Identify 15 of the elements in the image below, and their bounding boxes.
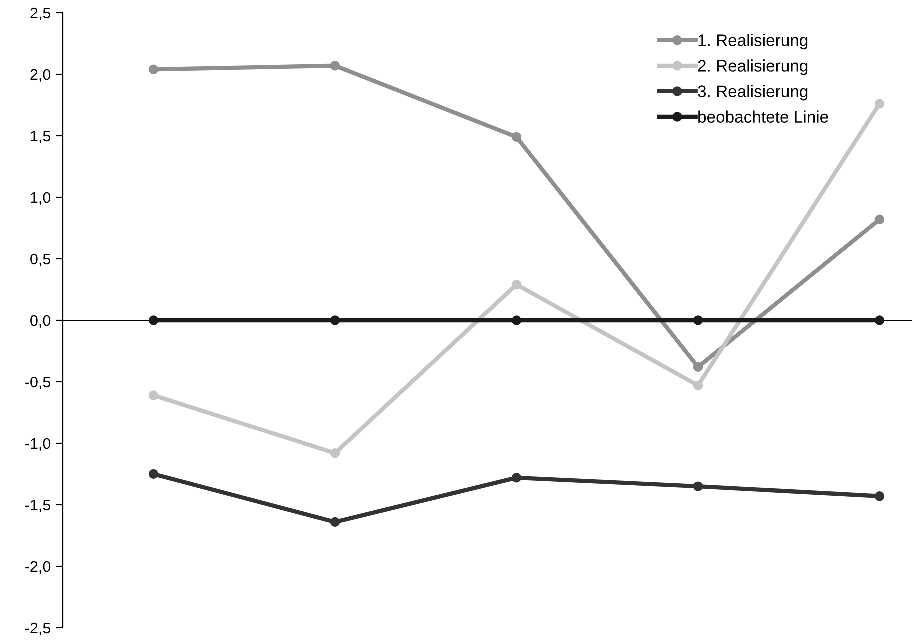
- y-tick-label: -2,5: [26, 622, 51, 636]
- legend-label: beobachtete Linie: [698, 110, 828, 123]
- y-tick-label: -1,0: [26, 438, 51, 451]
- y-tick-label: -1,5: [26, 500, 51, 512]
- y-tick-label: 1,5: [31, 131, 51, 144]
- legend-label: 1. Realisierung: [698, 34, 808, 50]
- y-tick-label: -0,5: [26, 376, 51, 390]
- y-tick-label: 1,0: [31, 192, 51, 205]
- legend-label: 3. Realisierung: [698, 85, 808, 101]
- y-tick-label: 2,0: [30, 69, 51, 82]
- y-tick-label: 2,5: [30, 8, 51, 20]
- legend-label: 2. Realisierung: [698, 60, 808, 76]
- y-tick-label: -2,0: [26, 561, 51, 574]
- y-tick-label: 0,5: [30, 254, 51, 266]
- y-tick-label: 0,0: [30, 315, 51, 328]
